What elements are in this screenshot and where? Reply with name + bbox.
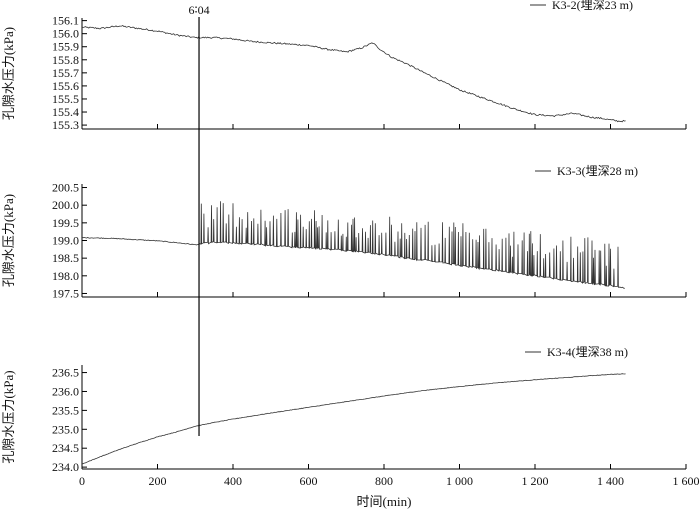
legend-label: K3-3(埋深28 m) [557,164,638,178]
x-tick-label: 1 600 [673,474,700,488]
legend-label: K3-2(埋深23 m) [552,0,633,12]
y-tick-label: 155.9 [52,40,79,54]
y-tick-label: 199.0 [52,234,79,248]
panel-k3-2: 155.3155.4155.5155.6155.7155.8155.9156.0… [1,0,687,132]
panel-k3-3: 197.5 198.0 198.5 199.0 199.5 200.0 200.5 孔隙水压力… [1,164,687,300]
y-axis-label: 孔隙水压力(kPa) [1,27,16,120]
series-line [81,373,626,465]
x-axis: 0 200 400 600 800 1 000 1 200 1 400 1 600 时间(min) [79,474,700,509]
y-tick-label: 235.5 [52,403,79,417]
x-tick-label: 600 [300,474,318,488]
time-marker: 6∶04 [188,3,210,436]
y-tick-label: 156.0 [52,27,79,41]
y-tick-label: 234.5 [52,441,79,455]
x-tick-label: 1 200 [522,474,549,488]
y-tick-label: 199.5 [52,216,79,230]
y-tick-label: 235.0 [52,422,79,436]
series-line [81,201,625,289]
y-tick-label: 155.4 [52,105,79,119]
y-tick-label: 155.5 [52,92,79,106]
y-tick-label: 198.5 [52,251,79,265]
y-tick-label: 156.1 [52,14,79,28]
x-tick-label: 400 [224,474,242,488]
y-tick-label: 197.5 [52,286,79,300]
y-tick-label: 236.0 [52,384,79,398]
x-tick-label: 800 [375,474,393,488]
y-tick-label: 198.0 [52,269,79,283]
y-tick-label: 155.7 [52,66,79,80]
y-tick-label: 200.5 [52,181,79,195]
y-tick-label: 155.3 [52,118,79,132]
legend-label: K3-4(埋深38 m) [547,345,628,359]
y-axis-label: 孔隙水压力(kPa) [1,370,16,463]
x-tick-label: 200 [149,474,167,488]
y-axis-label: 孔隙水压力(kPa) [1,194,16,287]
x-tick-label: 1 400 [597,474,624,488]
y-tick-label: 155.6 [52,79,79,93]
x-tick-label: 0 [79,474,85,488]
y-tick-label: 200.0 [52,198,79,212]
y-tick-label: 234.0 [52,460,79,474]
time-marker-label: 6∶04 [188,3,209,17]
y-tick-label: 155.8 [52,53,79,67]
x-axis-label: 时间(min) [357,494,412,509]
series-line [81,25,626,123]
y-tick-label: 236.5 [52,366,79,380]
panel-k3-4: 234.0 234.5 235.0 235.5 236.0 236.5 孔隙水压力(kPa)… [1,345,687,474]
x-tick-label: 1 000 [446,474,473,488]
